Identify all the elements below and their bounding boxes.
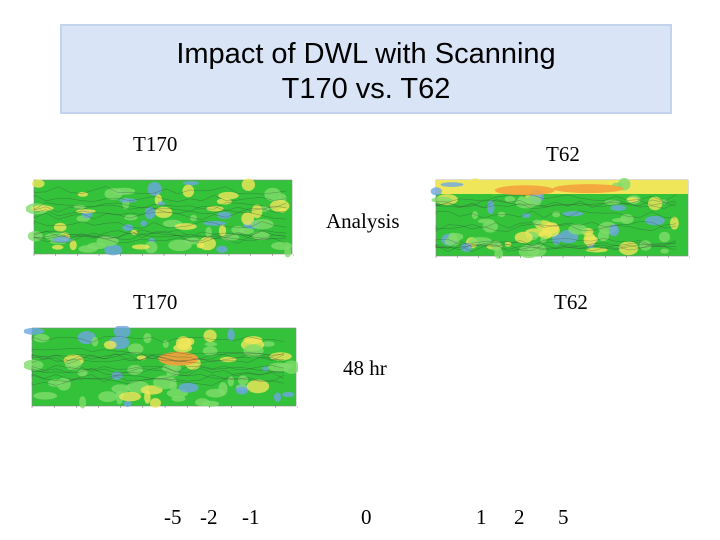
scale-value-minus2: -2 [200, 505, 218, 529]
title-line-1: Impact of DWL with Scanning [176, 38, 556, 70]
scale-value-5: 5 [558, 505, 569, 529]
label-t170-mid: T170 [133, 290, 178, 314]
scale-value-minus5: -5 [164, 505, 182, 529]
map-t170-analysis [26, 178, 294, 262]
title-line-2: T170 vs. T62 [281, 73, 451, 105]
scale-value-minus1: -1 [242, 505, 260, 529]
label-t62-mid: T62 [554, 290, 588, 314]
label-t170-top: T170 [133, 132, 178, 156]
scale-value-0: 0 [361, 505, 372, 529]
scale-value-2: 2 [514, 505, 525, 529]
title-banner: Impact of DWL with Scanning T170 vs. T62 [60, 24, 672, 114]
map-t62-analysis [428, 178, 690, 264]
label-48hr: 48 hr [343, 356, 387, 380]
scale-value-1: 1 [476, 505, 487, 529]
map-t170-48hr [24, 326, 298, 414]
label-analysis: Analysis [326, 209, 400, 233]
label-t62-top: T62 [546, 142, 580, 166]
